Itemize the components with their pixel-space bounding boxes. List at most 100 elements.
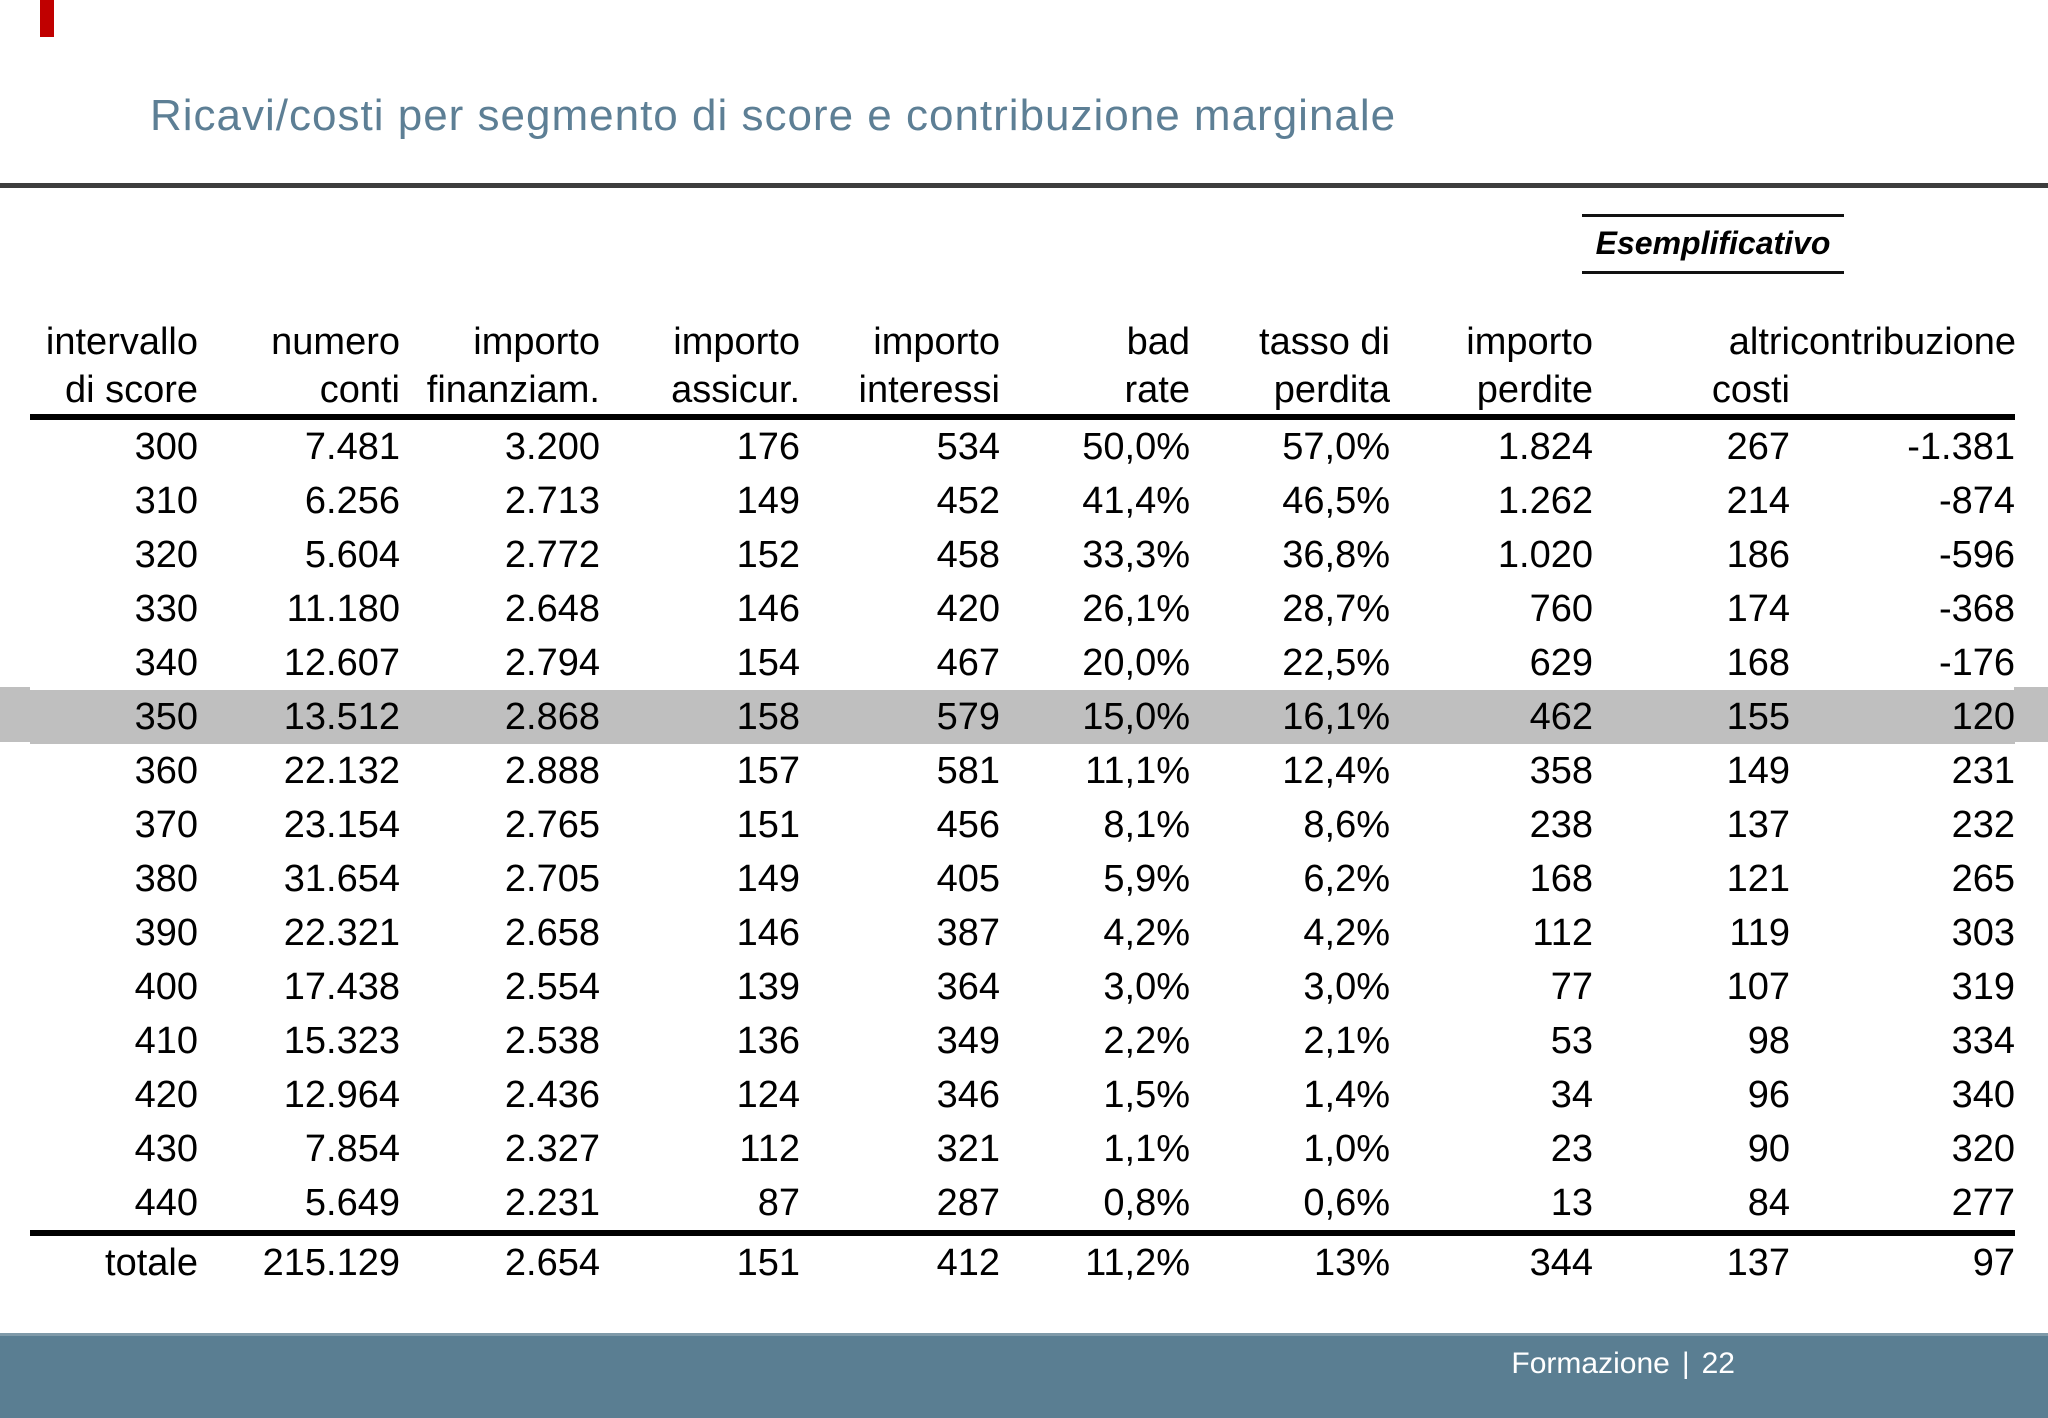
table-row-410-cell-6: 2,1% (1303, 1020, 1390, 1062)
table-row-380-cell-7: 168 (1529, 858, 1593, 900)
table-row-420-cell-1: 12.964 (283, 1074, 400, 1116)
column-header-line2 (1790, 366, 2015, 414)
table-row-380-cell-4: 405 (936, 858, 1000, 900)
table-row-390-cell-7: 112 (1532, 912, 1593, 954)
table-row-420-cell-9: 340 (1951, 1074, 2015, 1116)
table-row-420-cell-8: 96 (1747, 1074, 1790, 1116)
table-row-440-cell-2: 2.231 (504, 1182, 600, 1224)
table-row-440-cell-9: 277 (1951, 1182, 2015, 1224)
page-title: Ricavi/costi per segmento di score e con… (150, 91, 1397, 140)
table-row-430: 430 7.854 2.327 112 321 1,1% 1,0% 23 90 320 (30, 1122, 2015, 1176)
table-row-380-cell-1: 31.654 (283, 858, 400, 900)
table-row-420-cell-3: 124 (736, 1074, 800, 1116)
header-row: intervallo di score numero conti importo fina… (30, 318, 2016, 420)
table-row-430-cell-1: 7.854 (304, 1128, 400, 1170)
table-row-380-cell-2: 2.705 (504, 858, 600, 900)
table-row-330-cell-3: 146 (736, 588, 800, 630)
table-row-350-cell-7: 462 (1390, 690, 1593, 744)
table-row-310-cell-5: 41,4% (1082, 480, 1190, 522)
table-row-totale-cell-2: 2.654 (400, 1230, 600, 1290)
table-row-350-cell-9: 120 (1790, 690, 2015, 744)
column-header-line1: altri (1728, 321, 1790, 363)
table-row-340-cell-2: 2.794 (504, 642, 600, 684)
column-header-line1: intervallo (45, 321, 198, 363)
table-row-350-cell-5: 15,0% (1000, 690, 1190, 744)
table-row-330-cell-7: 760 (1529, 588, 1593, 630)
column-header-9: contribuzione (1790, 318, 2016, 420)
table-row-totale: totale 215.129 2.654 151 412 11,2% 13% 344 137 97 (30, 1230, 2015, 1290)
table-row-360-cell-4: 581 (936, 750, 1000, 792)
table-row-370-cell-4: 456 (936, 804, 1000, 846)
table-row-310-cell-4: 452 (936, 480, 1000, 522)
table-row-340-cell-6: 22,5% (1282, 642, 1390, 684)
column-header-line1: importo (873, 321, 1000, 363)
column-header-line2: rate (1124, 369, 1190, 411)
score-segment-table: intervallo di score numero conti importo fina… (30, 318, 2016, 1290)
table-row-390-cell-3: 146 (736, 912, 800, 954)
table-row-350: 350 13.512 2.868 158 579 15,0% 16,1% 462 155 120 (30, 690, 2015, 744)
table-row-310-cell-9: -874 (1938, 480, 2015, 522)
table-row-400-cell-4: 364 (936, 966, 1000, 1008)
column-header-line2: interessi (858, 369, 1001, 411)
table-row-440-cell-1: 5.649 (304, 1182, 400, 1224)
table-row-380-cell-5: 5,9% (1103, 858, 1190, 900)
table-row-390: 390 22.321 2.658 146 387 4,2% 4,2% 112 119 303 (30, 906, 2015, 960)
table-row-410-cell-3: 136 (736, 1020, 800, 1062)
table-row-370-cell-2: 2.765 (504, 804, 600, 846)
table-row-totale-cell-7: 344 (1390, 1230, 1593, 1290)
table-row-totale-cell-1: 215.129 (198, 1230, 400, 1290)
table-row-410: 410 15.323 2.538 136 349 2,2% 2,1% 53 98 334 (30, 1014, 2015, 1068)
table-row-360-cell-5: 11,1% (1085, 750, 1190, 792)
table-row-430-cell-5: 1,1% (1103, 1128, 1190, 1170)
table-row-340-cell-3: 154 (736, 642, 800, 684)
table-row-300: 300 7.481 3.200 176 534 50,0% 57,0% 1.824 267 -1.… (30, 417, 2015, 474)
table-row-300-cell-1: 7.481 (304, 426, 400, 468)
page-number: 22 (1701, 1347, 1735, 1380)
table-row-340-cell-0: 340 (134, 642, 198, 684)
table-row-340-cell-4: 467 (936, 642, 1000, 684)
table-row-340: 340 12.607 2.794 154 467 20,0% 22,5% 629 168 -176 (30, 636, 2015, 690)
column-header-3: importo assicur. (600, 318, 800, 420)
table-row-360-cell-6: 12,4% (1282, 750, 1390, 792)
table-row-420-cell-5: 1,5% (1103, 1074, 1190, 1116)
table-row-300-cell-0: 300 (134, 426, 198, 468)
table-row-430-cell-2: 2.327 (504, 1128, 600, 1170)
table-row-400-cell-9: 319 (1951, 966, 2015, 1008)
table-row-320-cell-0: 320 (134, 534, 198, 576)
table-row-440-cell-3: 87 (757, 1182, 800, 1224)
table-row-320-cell-1: 5.604 (304, 534, 400, 576)
table-row-370-cell-0: 370 (134, 804, 198, 846)
table-row-340-cell-8: 168 (1726, 642, 1790, 684)
table-row-400: 400 17.438 2.554 139 364 3,0% 3,0% 77 107 319 (30, 960, 2015, 1014)
column-header-line2: assicur. (671, 369, 800, 411)
table-row-340-cell-9: -176 (1938, 642, 2015, 684)
footer-text: Formazione | 22 (1511, 1347, 1735, 1381)
table-row-390-cell-4: 387 (936, 912, 1000, 954)
table-row-totale-cell-8: 137 (1593, 1230, 1790, 1290)
table-row-440: 440 5.649 2.231 87 287 0,8% 0,6% 13 84 277 (30, 1176, 2015, 1233)
table-row-440-cell-7: 13 (1550, 1182, 1593, 1224)
table-row-410-cell-1: 15.323 (283, 1020, 400, 1062)
table-row-400-cell-0: 400 (134, 966, 198, 1008)
table-row-370-cell-5: 8,1% (1103, 804, 1190, 846)
table-row-330-cell-9: -368 (1938, 588, 2015, 630)
table-row-360-cell-9: 231 (1951, 750, 2015, 792)
footer-bar (0, 1333, 2048, 1418)
table-row-410-cell-7: 53 (1550, 1020, 1593, 1062)
table-row-440-cell-0: 440 (134, 1182, 198, 1224)
table-row-430-cell-6: 1,0% (1303, 1128, 1390, 1170)
column-header-5: bad rate (1000, 318, 1190, 420)
table-row-320-cell-5: 33,3% (1082, 534, 1190, 576)
table-row-370-cell-6: 8,6% (1303, 804, 1390, 846)
table-row-400-cell-8: 107 (1726, 966, 1790, 1008)
table-row-330-cell-1: 11.180 (286, 588, 400, 630)
table-row-380-cell-3: 149 (736, 858, 800, 900)
table-row-360-cell-1: 22.132 (283, 750, 400, 792)
table-row-360-cell-3: 157 (736, 750, 800, 792)
highlight-row-strip-left (0, 687, 30, 742)
table-row-410-cell-9: 334 (1951, 1020, 2015, 1062)
table-row-300-cell-3: 176 (736, 426, 800, 468)
table-row-300-cell-7: 1.824 (1497, 426, 1593, 468)
table-row-390-cell-9: 303 (1951, 912, 2015, 954)
table-row-440-cell-8: 84 (1747, 1182, 1790, 1224)
